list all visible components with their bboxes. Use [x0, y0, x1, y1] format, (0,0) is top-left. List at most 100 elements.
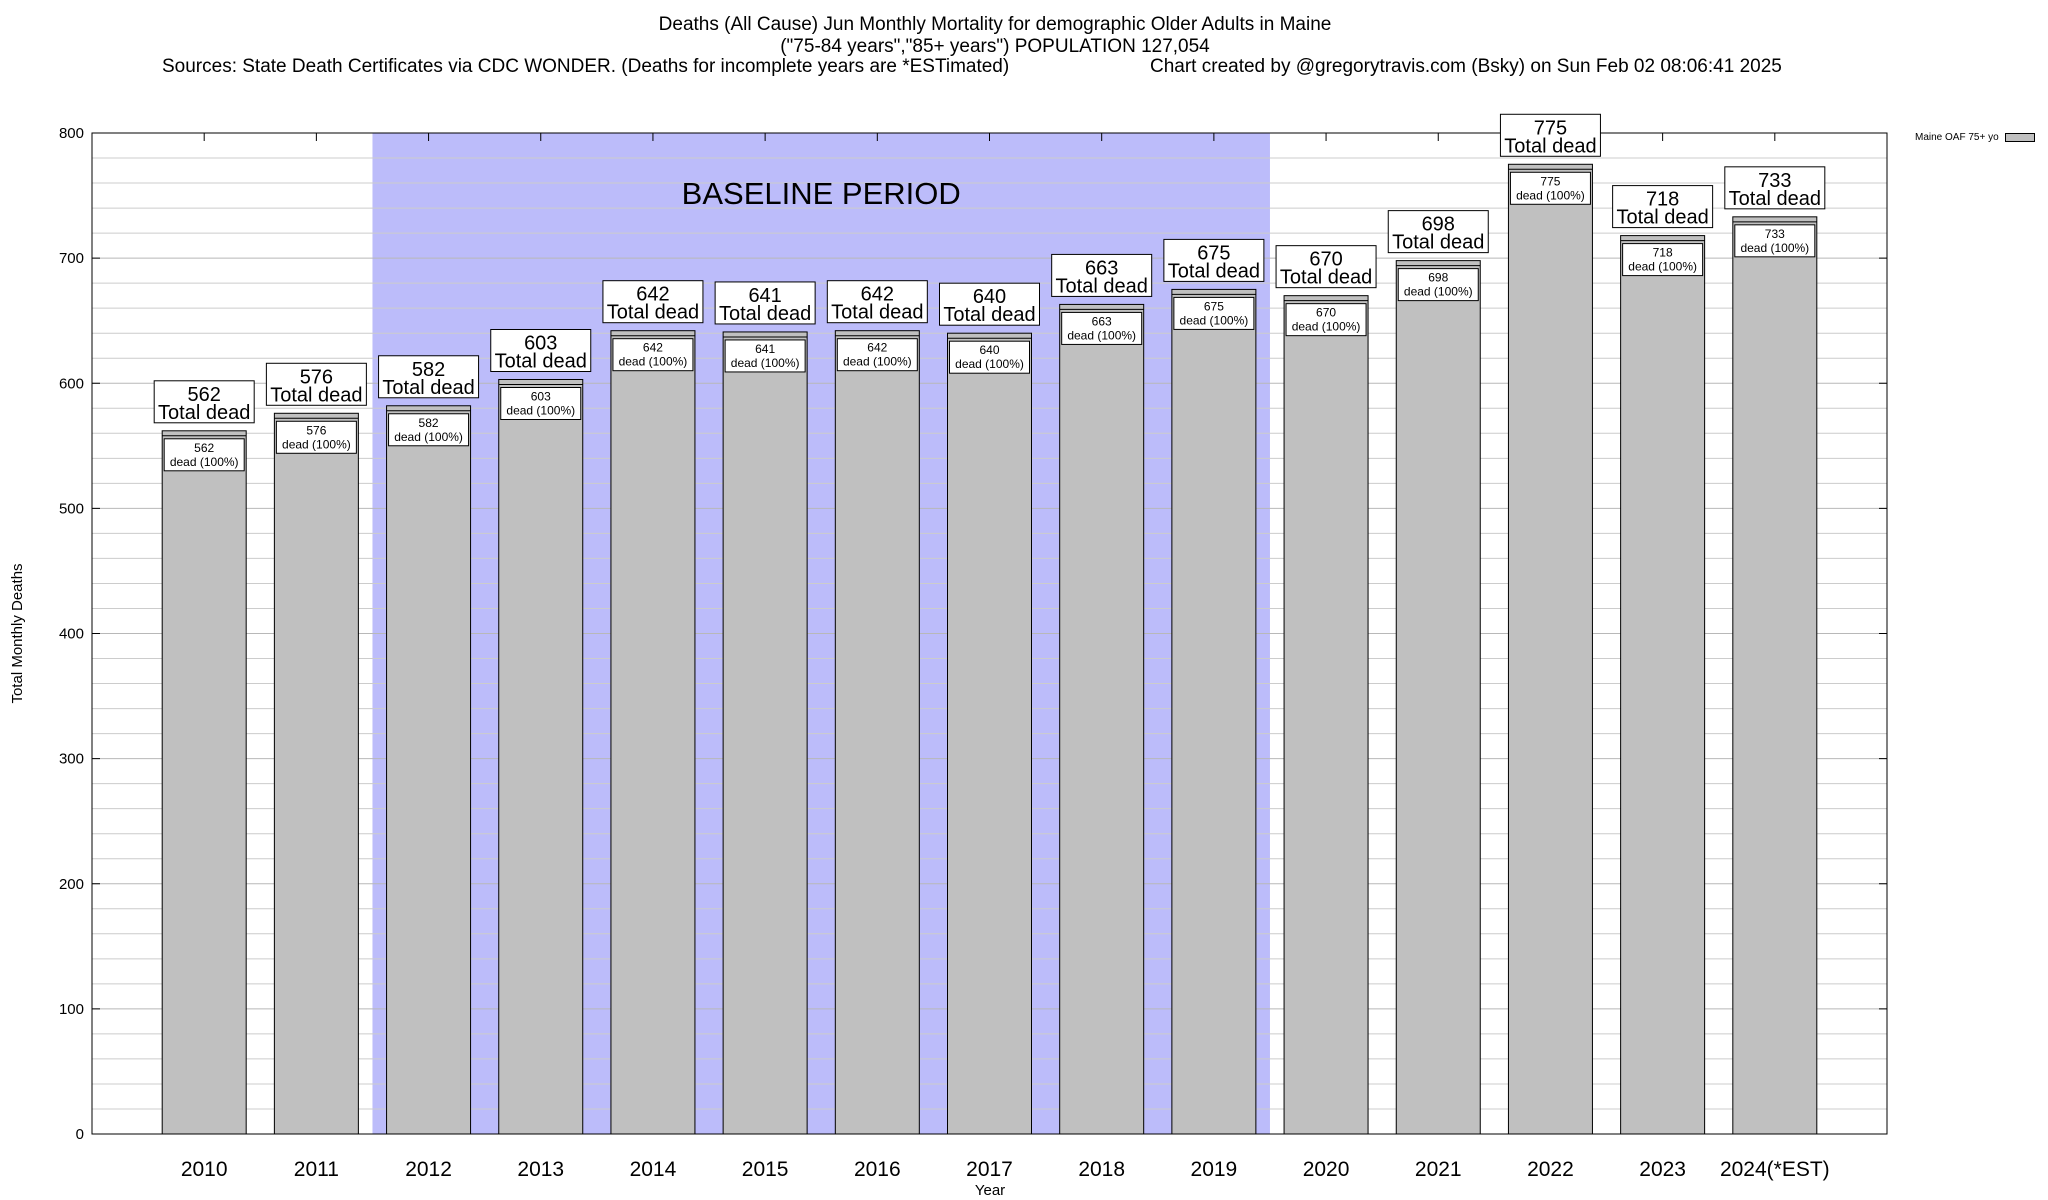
outer-label-text: Total dead — [1616, 207, 1708, 229]
outer-label-box — [826, 280, 928, 324]
y-tick-label: 800 — [59, 125, 84, 142]
y-tick-label: 500 — [59, 500, 84, 517]
outer-label-text: Total dead — [1056, 275, 1148, 297]
outer-label-box — [1275, 245, 1377, 289]
bar — [834, 330, 920, 1135]
outer-label-box — [1724, 166, 1826, 210]
inner-label-text: dead (100%) — [170, 455, 239, 469]
bar — [610, 330, 696, 1135]
inner-label-box — [275, 420, 357, 454]
outer-label-text: Total dead — [1504, 135, 1596, 157]
outer-label-box — [1612, 185, 1714, 229]
inner-label-box — [388, 413, 470, 447]
x-tick-label: 2022 — [1527, 1158, 1574, 1181]
outer-label-box — [602, 280, 704, 324]
x-tick-label: 2023 — [1639, 1158, 1686, 1181]
inner-label-text: dead (100%) — [1628, 260, 1697, 274]
outer-label-text: Total dead — [719, 303, 811, 325]
outer-label-value: 576 — [300, 366, 333, 388]
inner-label-box — [1734, 224, 1816, 258]
bar — [273, 412, 359, 1135]
x-tick-label: 2021 — [1415, 1158, 1462, 1181]
outer-label-value: 670 — [1309, 249, 1342, 271]
outer-label-value: 603 — [524, 332, 557, 354]
outer-label-box — [1387, 210, 1489, 254]
outer-label-box — [939, 282, 1040, 326]
inner-label-text: dead (100%) — [1740, 241, 1809, 255]
outer-label-value: 698 — [1422, 214, 1455, 236]
inner-label-value: 642 — [643, 341, 663, 355]
bar — [1059, 303, 1145, 1135]
chart-credit-line: Chart created by @gregorytravis.com (Bsk… — [1150, 56, 1782, 77]
y-tick-label: 300 — [59, 751, 84, 768]
bar — [1395, 260, 1481, 1135]
inner-label-text: dead (100%) — [394, 430, 463, 444]
chart-source-line: Sources: State Death Certificates via CD… — [162, 56, 1010, 77]
inner-label-value: 582 — [419, 416, 439, 430]
outer-label-value: 675 — [1197, 242, 1230, 264]
outer-label-text: Total dead — [382, 377, 474, 399]
y-tick-label: 0 — [76, 1126, 84, 1143]
inner-label-value: 576 — [306, 423, 326, 437]
inner-label-box — [1061, 311, 1143, 345]
y-tick-label: 600 — [59, 375, 84, 392]
y-tick-label: 700 — [59, 250, 84, 267]
x-axis-label: Year — [975, 1182, 1005, 1199]
x-tick-label: 2024(*EST) — [1720, 1158, 1830, 1181]
outer-label-value: 562 — [188, 384, 221, 406]
x-tick-label: 2016 — [854, 1158, 901, 1181]
outer-label-text: Total dead — [158, 402, 250, 424]
inner-label-box — [1509, 171, 1591, 205]
x-tick-label: 2013 — [517, 1158, 564, 1181]
chart-title-line-1: Deaths (All Cause) Jun Monthly Mortality… — [658, 14, 1332, 35]
x-tick-label: 2018 — [1078, 1158, 1125, 1181]
inner-label-value: 641 — [755, 342, 775, 356]
outer-label-box — [714, 281, 816, 325]
inner-label-text: dead (100%) — [1516, 188, 1585, 202]
inner-label-value: 675 — [1204, 299, 1224, 313]
y-tick-label: 100 — [59, 1001, 84, 1018]
outer-label-box — [265, 362, 367, 406]
inner-label-text: dead (100%) — [506, 403, 575, 417]
bar — [947, 332, 1032, 1135]
outer-label-box — [1499, 113, 1601, 157]
bar — [1620, 235, 1706, 1135]
bar — [386, 405, 472, 1135]
inner-label-text: dead (100%) — [282, 437, 351, 451]
bar — [1732, 216, 1818, 1135]
inner-label-value: 642 — [867, 341, 887, 355]
y-tick-label: 400 — [59, 626, 84, 643]
x-tick-label: 2011 — [294, 1158, 339, 1181]
chart-title-line-2: ("75-84 years","85+ years") POPULATION 1… — [780, 36, 1210, 57]
outer-label-box — [378, 355, 480, 399]
chart-title-block: Deaths (All Cause) Jun Monthly Mortality… — [0, 14, 1990, 58]
inner-label-text: dead (100%) — [1067, 328, 1136, 342]
inner-label-value: 775 — [1540, 174, 1560, 188]
inner-label-text: dead (100%) — [1292, 320, 1361, 334]
y-tick-label: 200 — [59, 876, 84, 893]
bar — [498, 378, 584, 1135]
legend-swatch — [2004, 133, 2035, 142]
inner-label-value: 733 — [1765, 227, 1785, 241]
outer-label-text: Total dead — [1168, 260, 1260, 282]
x-tick-label: 2015 — [742, 1158, 789, 1181]
outer-label-text: Total dead — [495, 350, 587, 372]
x-tick-label: 2010 — [181, 1158, 228, 1181]
inner-label-box — [612, 338, 694, 372]
bar — [1283, 295, 1369, 1135]
inner-label-value: 562 — [194, 441, 214, 455]
bar — [1171, 288, 1257, 1135]
legend-label: Maine OAF 75+ yo — [1915, 132, 1999, 143]
inner-label-value: 663 — [1092, 314, 1112, 328]
inner-label-text: dead (100%) — [731, 356, 800, 370]
outer-label-box — [1163, 238, 1265, 282]
inner-label-value: 670 — [1316, 306, 1336, 320]
inner-label-box — [1622, 243, 1704, 277]
inner-label-text: dead (100%) — [955, 357, 1024, 371]
bar — [161, 430, 247, 1135]
inner-label-box — [1397, 268, 1479, 302]
x-tick-label: 2019 — [1191, 1158, 1238, 1181]
outer-label-text: Total dead — [831, 302, 923, 324]
inner-label-box — [500, 386, 582, 420]
